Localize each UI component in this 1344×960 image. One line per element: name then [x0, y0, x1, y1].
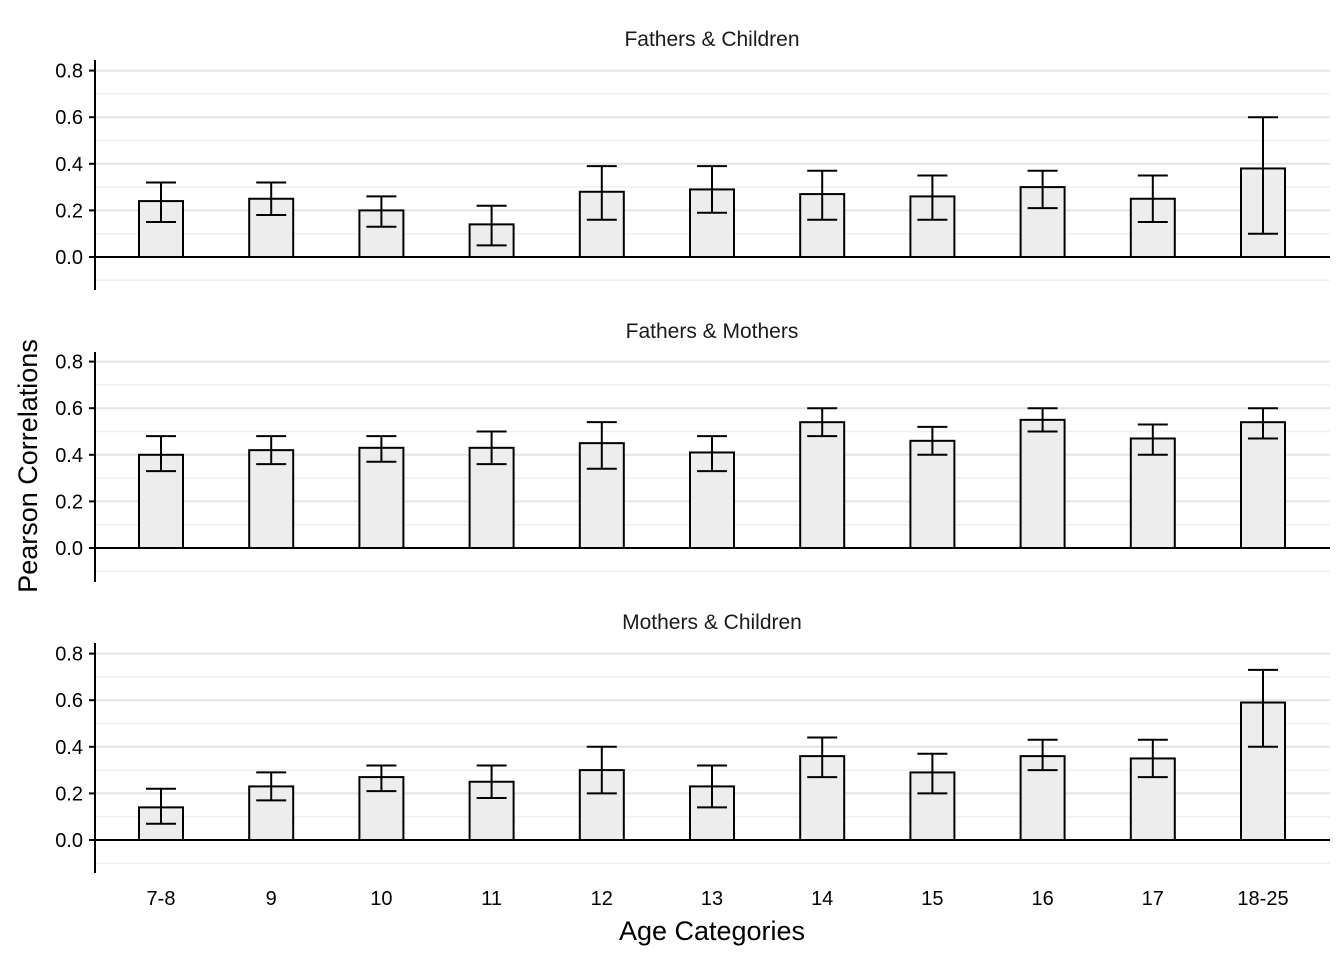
x-tick-label-12: 12 — [591, 888, 613, 910]
y-tick-label: 0.8 — [55, 61, 83, 83]
x-tick-label-7-8: 7-8 — [147, 888, 176, 910]
y-tick-label: 0.2 — [55, 491, 83, 513]
y-tick-label: 0.6 — [55, 107, 83, 129]
y-tick-label: 0.6 — [55, 690, 83, 712]
y-tick-label: 0.6 — [55, 398, 83, 420]
panel-title: Fathers & Children — [624, 28, 799, 51]
x-tick-label-18-25: 18-25 — [1237, 888, 1288, 910]
y-axis-title: Pearson Correlations — [13, 339, 43, 593]
y-tick-label: 0.8 — [55, 352, 83, 374]
y-tick-label: 0.4 — [55, 154, 83, 176]
bar-14 — [799, 421, 846, 549]
x-axis-title: Age Categories — [619, 916, 805, 946]
bar-17 — [1129, 437, 1176, 549]
panel-3: Mothers & Children 0.0 0.2 0.4 0.6 0.8 — [55, 611, 1330, 873]
x-tick-label-17: 17 — [1142, 888, 1164, 910]
x-tick-label-16: 16 — [1031, 888, 1053, 910]
x-tick-label-15: 15 — [921, 888, 943, 910]
panel-1: Fathers & Children 0.0 0.2 0.4 0.6 0.8 — [55, 28, 1330, 290]
x-tick-label-10: 10 — [370, 888, 392, 910]
x-tick-label-13: 13 — [701, 888, 723, 910]
x-tick-label-11: 11 — [481, 888, 502, 910]
bar-18-25 — [1240, 421, 1286, 549]
x-tick-label-14: 14 — [811, 888, 833, 910]
bar-15 — [909, 439, 956, 550]
y-tick-label: 0.4 — [55, 737, 83, 759]
panel-title: Fathers & Mothers — [626, 320, 799, 343]
y-tick-label: 0.0 — [55, 247, 83, 269]
y-tick-label: 0.8 — [55, 644, 83, 666]
bar-16 — [1019, 418, 1066, 549]
bar-10 — [358, 446, 405, 549]
y-tick-label: 0.4 — [55, 445, 83, 467]
y-tick-label: 0.0 — [55, 538, 83, 560]
x-axis-tick-labels: 7-8 9 10 11 12 13 14 15 16 17 18-25 — [147, 888, 1289, 910]
panel-title: Mothers & Children — [622, 611, 802, 634]
panel-2: Fathers & Mothers 0.0 0.2 0.4 0.6 0.8 — [55, 320, 1330, 582]
y-tick-label: 0.2 — [55, 200, 83, 222]
chart-panels: Fathers & Children0.00.20.40.60.8Fathers… — [55, 28, 1330, 873]
x-tick-label-9: 9 — [266, 888, 277, 910]
y-tick-label: 0.2 — [55, 783, 83, 805]
y-tick-label: 0.0 — [55, 830, 83, 852]
